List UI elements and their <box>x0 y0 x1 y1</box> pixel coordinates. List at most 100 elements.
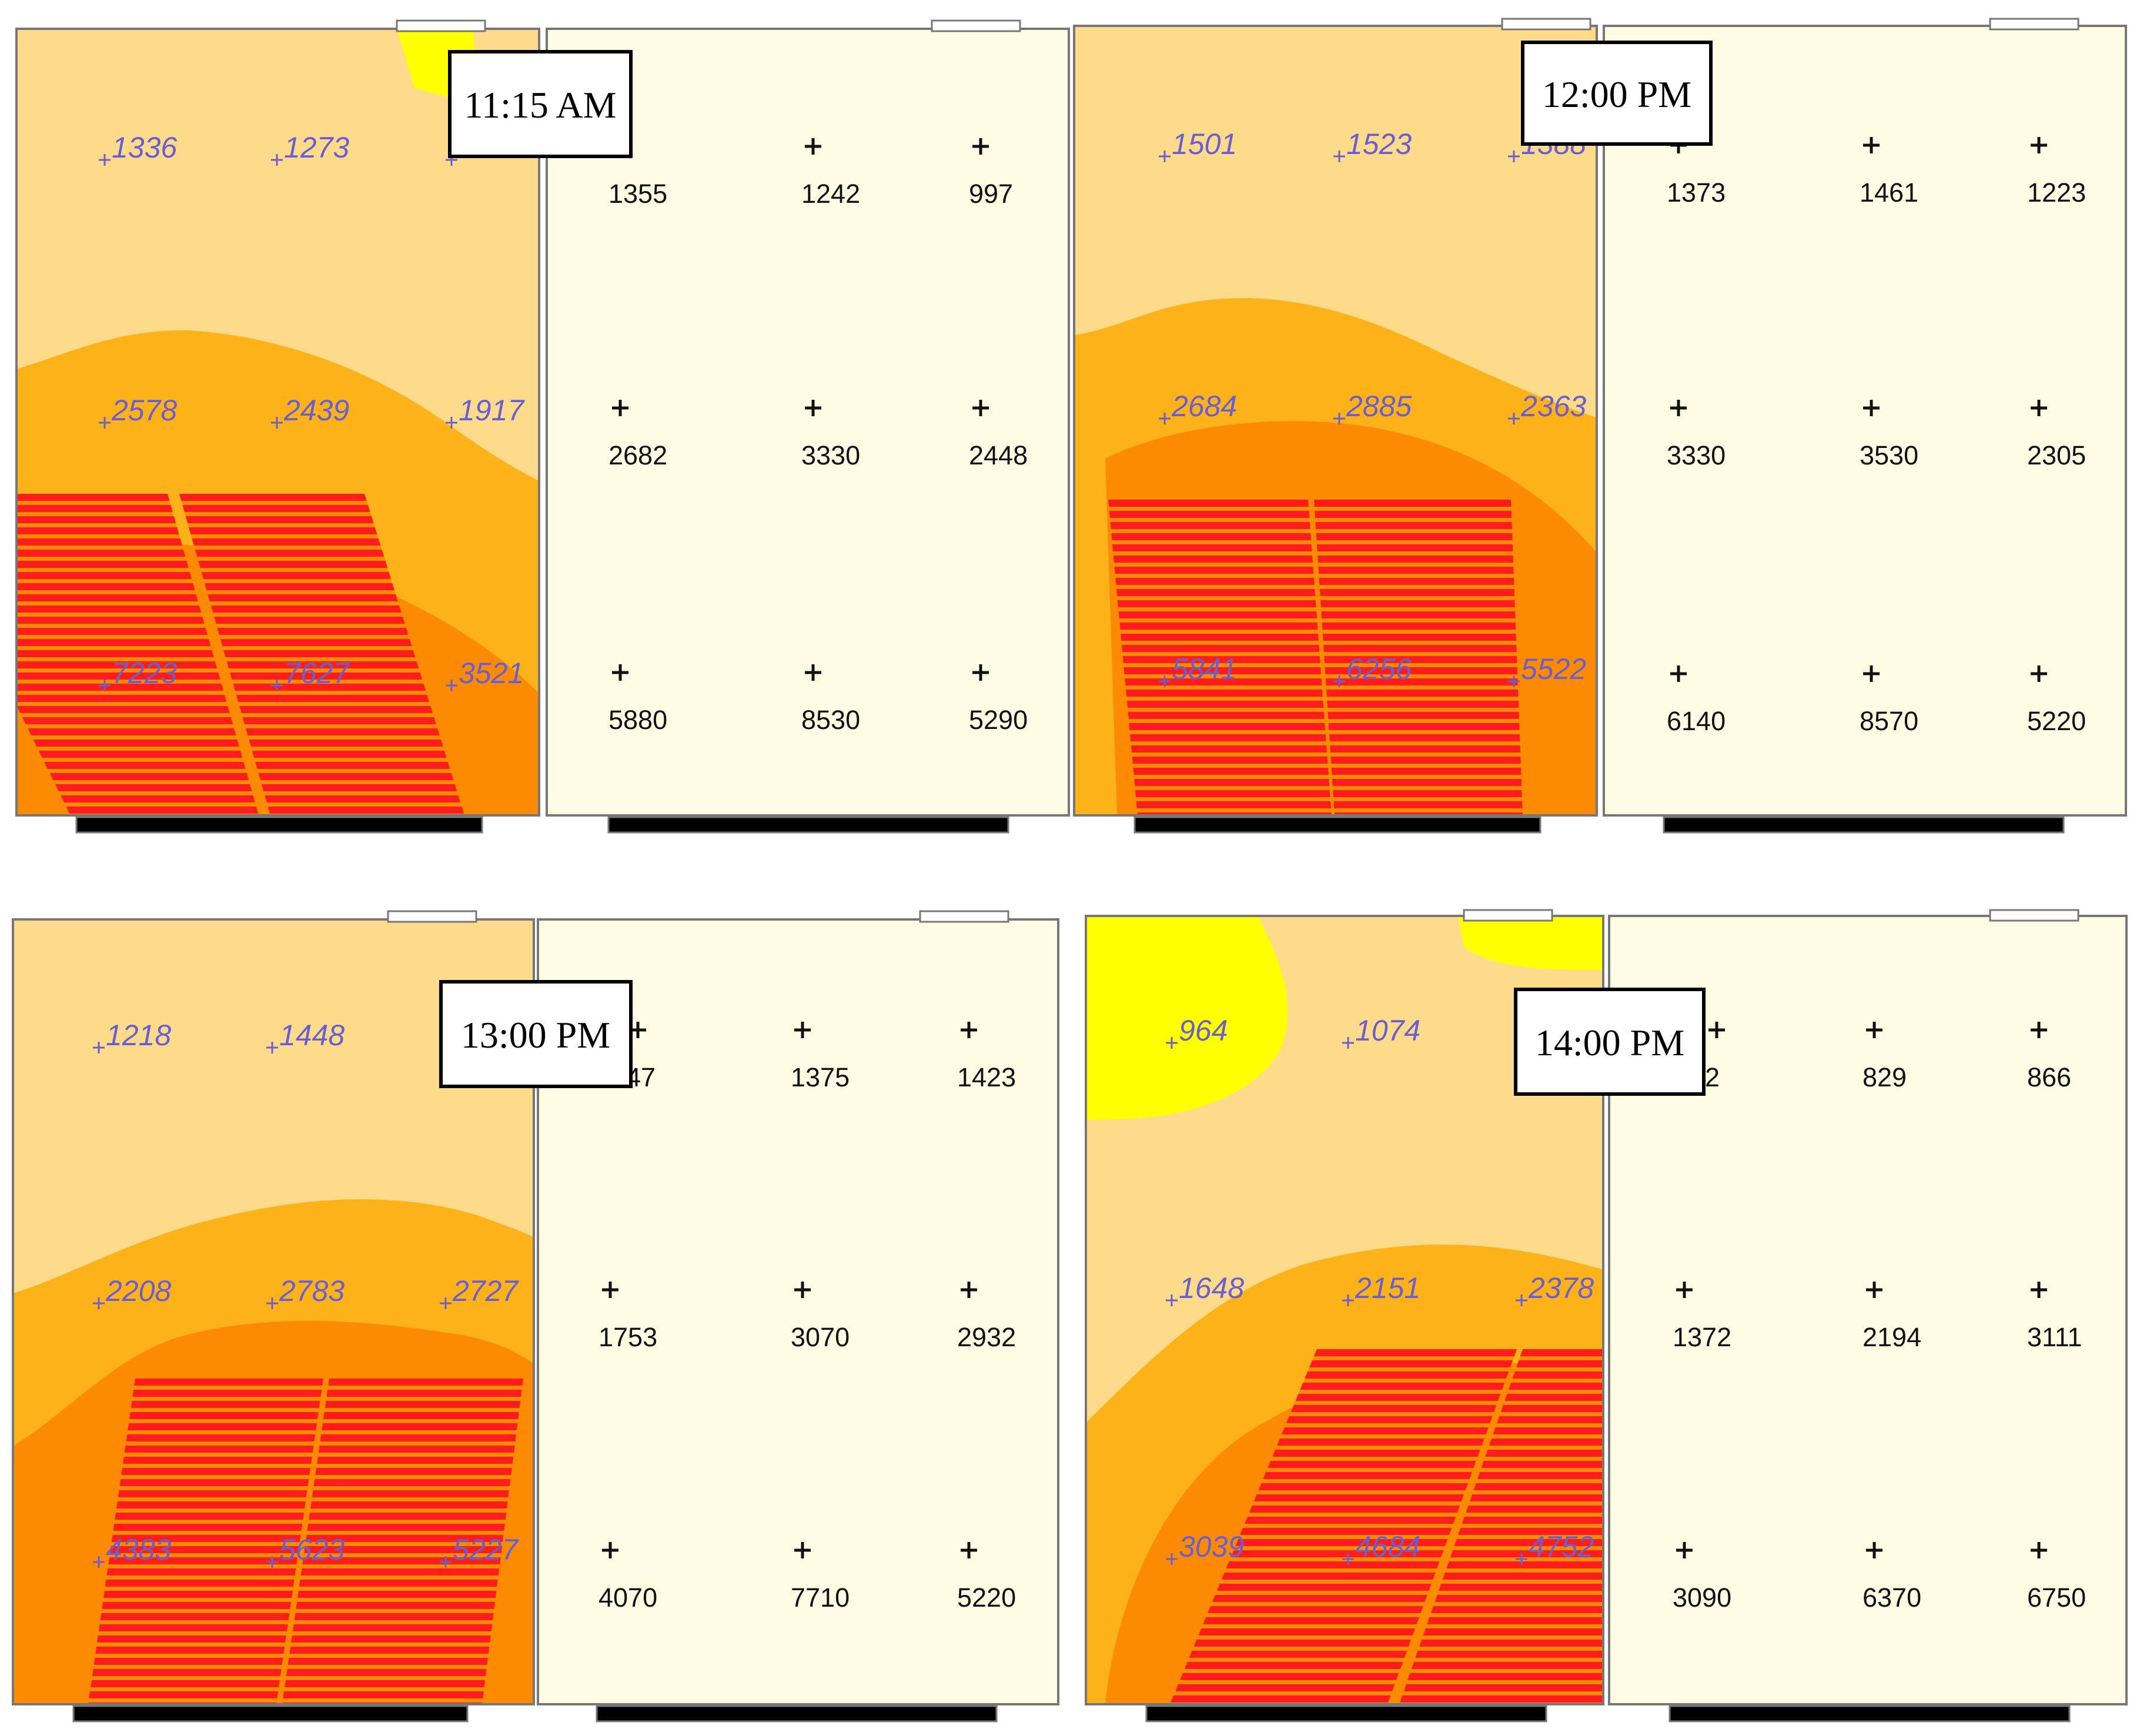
meas-value-1-3: 997 <box>969 179 1013 209</box>
stripe-group <box>1314 500 1523 815</box>
stripe <box>88 1423 323 1430</box>
sim-plus-marker <box>93 1042 105 1053</box>
sim-value-2-4: 2684 <box>1171 390 1237 423</box>
sim-plus-marker <box>99 154 111 166</box>
stripe <box>1314 567 1523 574</box>
sim-value-3-7: 4383 <box>106 1533 171 1566</box>
stripe <box>179 673 464 680</box>
stripe <box>1170 1506 1517 1513</box>
window-bottom <box>1668 1705 2071 1722</box>
stripe <box>1314 768 1523 775</box>
sim-plus-marker <box>1342 1295 1354 1306</box>
sim-plus-marker <box>266 1297 278 1309</box>
sim-value-4-6: 2378 <box>1528 1272 1594 1304</box>
stripe <box>1314 578 1523 585</box>
stripe <box>282 1457 523 1464</box>
sim-value-4-4: 1648 <box>1179 1272 1244 1304</box>
meas-value-4-4: 1372 <box>1673 1322 1731 1352</box>
sim-plus-marker <box>1333 675 1345 687</box>
stripe <box>1314 723 1523 730</box>
plus-marker <box>602 1542 618 1558</box>
stripe <box>1170 1517 1517 1524</box>
sim-plus-marker <box>99 417 111 429</box>
sim-value-3-9: 5227 <box>453 1533 519 1566</box>
time-label-2: 12:00 PM <box>1542 73 1691 115</box>
stripe <box>1108 578 1332 585</box>
sim-value-1-1: 1336 <box>112 131 177 164</box>
stripe <box>179 740 464 747</box>
stripe <box>88 1568 323 1576</box>
sim-value-4-1: 964 <box>1179 1014 1228 1047</box>
stripe <box>88 1669 323 1676</box>
stripe <box>16 795 259 802</box>
stripe <box>1108 600 1332 607</box>
stripe <box>1108 745 1332 752</box>
stripe <box>1108 779 1332 786</box>
meas-value-3-9: 5220 <box>957 1583 1016 1613</box>
stripe <box>179 706 464 713</box>
sim-plus-marker <box>93 1556 105 1568</box>
stripe <box>282 1591 523 1598</box>
stripe <box>1108 556 1332 563</box>
sim-plus-marker <box>1166 1553 1178 1565</box>
panel-3-measured <box>537 910 1059 1722</box>
stripe <box>1314 589 1523 596</box>
stripe <box>88 1379 323 1386</box>
meas-value-1-5: 3330 <box>801 440 860 470</box>
panel-4-simulated <box>1085 909 1604 1722</box>
plus-marker <box>612 400 628 416</box>
zone-lowest-2 <box>1458 916 1603 970</box>
stripe <box>1399 1561 1603 1568</box>
sim-value-4-7: 3039 <box>1179 1530 1244 1563</box>
meas-value-2-1: 1373 <box>1667 178 1726 208</box>
meas-value-4-7: 3090 <box>1673 1583 1731 1613</box>
stripe <box>88 1479 323 1486</box>
plus-marker <box>794 1282 811 1298</box>
sim-plus-marker <box>440 1297 452 1309</box>
stripe <box>88 1624 323 1631</box>
sim-value-4-2: 1074 <box>1355 1014 1420 1047</box>
stripe <box>88 1613 323 1620</box>
stripe <box>1108 723 1332 730</box>
stripe <box>1399 1606 1603 1613</box>
stripe <box>1170 1561 1517 1568</box>
time-box-3: 13:00 PM <box>439 980 633 1088</box>
time-box-2: 12:00 PM <box>1521 41 1713 146</box>
window-top <box>919 910 1009 923</box>
stripe <box>282 1568 523 1576</box>
time-label-4: 14:00 PM <box>1535 1022 1684 1063</box>
stripe <box>1108 634 1332 641</box>
plus-marker <box>805 400 821 416</box>
sim-plus-marker <box>1508 413 1520 424</box>
plus-marker <box>2031 665 2047 682</box>
labels-layer: 1336 1273 2578 2439 1917 7223 7627 3521 … <box>105 128 2086 1613</box>
stripe <box>16 628 259 635</box>
stripe <box>1314 611 1523 618</box>
window-bottom <box>596 1705 998 1722</box>
sim-plus-marker <box>266 1042 278 1053</box>
meas-value-2-3: 1223 <box>2027 178 2086 208</box>
stripe <box>179 617 464 624</box>
stripe <box>88 1390 323 1397</box>
meas-value-1-9: 5290 <box>969 705 1028 735</box>
meas-value-2-7: 6140 <box>1667 706 1726 736</box>
time-box-frame <box>1514 988 1706 1096</box>
time-label-3: 13:00 PM <box>461 1014 610 1056</box>
stripe <box>282 1390 523 1397</box>
sim-plus-marker <box>1166 1037 1178 1049</box>
meas-value-3-5: 3070 <box>791 1322 850 1352</box>
stripe <box>282 1546 523 1553</box>
stripe <box>1108 500 1332 507</box>
stripe <box>282 1680 523 1687</box>
sim-plus-marker <box>1159 675 1171 687</box>
sim-value-1-5: 2439 <box>283 394 349 427</box>
stripe <box>1108 522 1332 529</box>
sim-plus-marker <box>99 680 111 691</box>
sim-value-2-5: 2885 <box>1346 390 1412 423</box>
stripe <box>179 728 464 735</box>
sim-value-1-8: 7627 <box>284 657 350 690</box>
stripe <box>1108 567 1332 574</box>
stripe <box>179 639 464 646</box>
stripe <box>16 784 259 791</box>
stripe-group <box>179 494 464 814</box>
